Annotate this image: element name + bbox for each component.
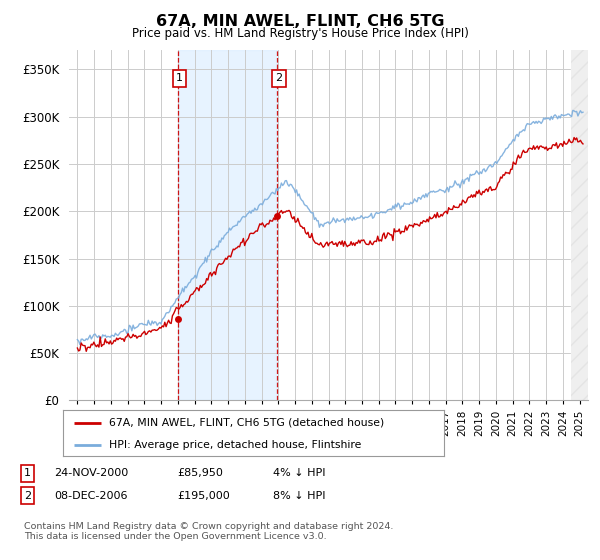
Text: 2: 2	[24, 491, 31, 501]
Text: 67A, MIN AWEL, FLINT, CH6 5TG (detached house): 67A, MIN AWEL, FLINT, CH6 5TG (detached …	[109, 418, 384, 428]
Text: 4% ↓ HPI: 4% ↓ HPI	[273, 468, 325, 478]
Text: 1: 1	[176, 73, 183, 83]
Bar	[178, 50, 277, 400]
Text: £85,950: £85,950	[177, 468, 223, 478]
Text: 08-DEC-2006: 08-DEC-2006	[54, 491, 128, 501]
Text: 8% ↓ HPI: 8% ↓ HPI	[273, 491, 325, 501]
Text: 67A, MIN AWEL, FLINT, CH6 5TG: 67A, MIN AWEL, FLINT, CH6 5TG	[156, 14, 444, 29]
Text: 2: 2	[275, 73, 283, 83]
Bar	[571, 50, 588, 400]
Text: Price paid vs. HM Land Registry's House Price Index (HPI): Price paid vs. HM Land Registry's House …	[131, 27, 469, 40]
Text: 1: 1	[24, 468, 31, 478]
Text: £195,000: £195,000	[177, 491, 230, 501]
Text: HPI: Average price, detached house, Flintshire: HPI: Average price, detached house, Flin…	[109, 440, 361, 450]
Bar	[571, 50, 588, 400]
Text: Contains HM Land Registry data © Crown copyright and database right 2024.
This d: Contains HM Land Registry data © Crown c…	[24, 522, 394, 542]
Text: 24-NOV-2000: 24-NOV-2000	[54, 468, 128, 478]
